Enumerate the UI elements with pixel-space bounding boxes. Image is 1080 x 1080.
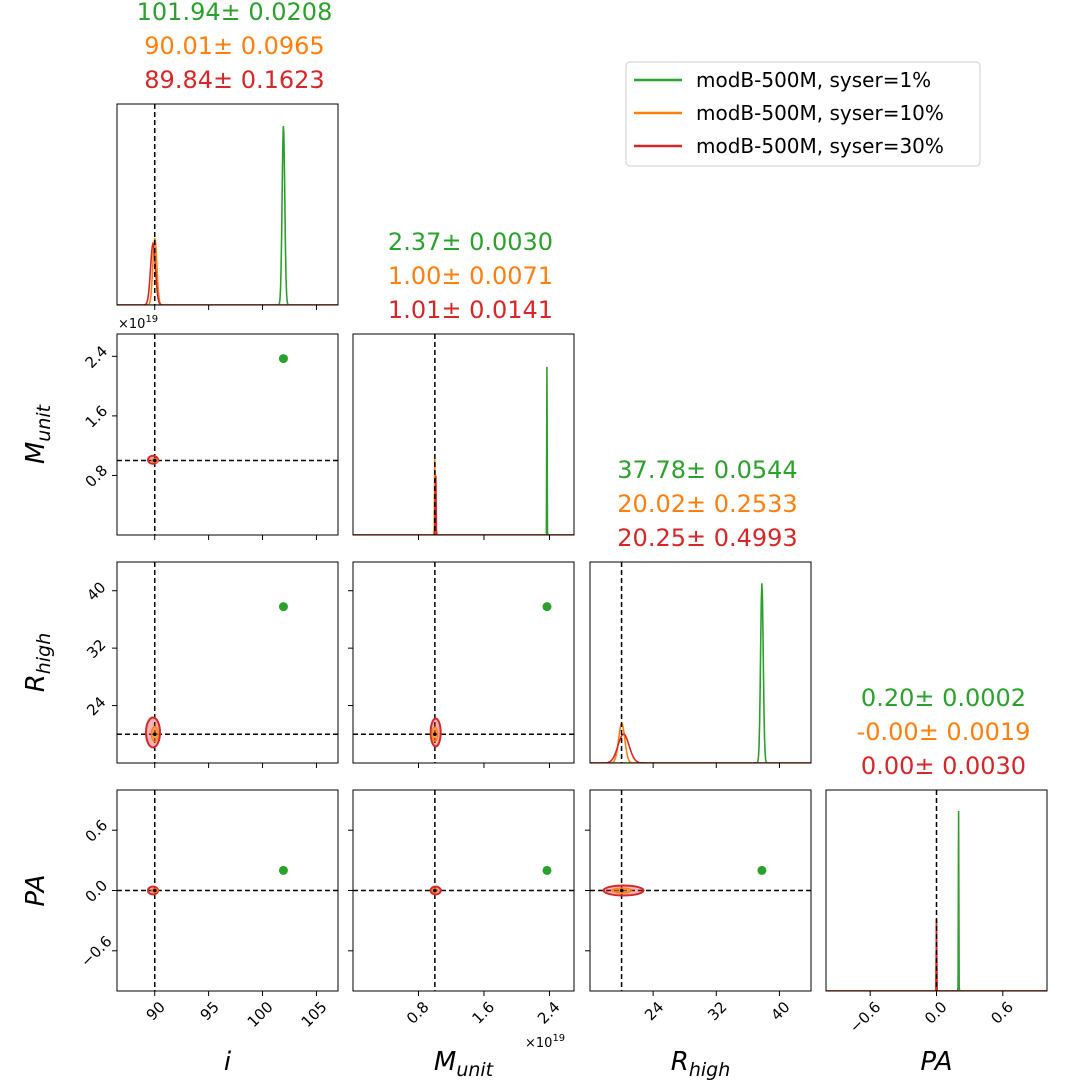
legend: modB-500M, syser=1% modB-500M, syser=10%… xyxy=(625,61,981,167)
x-axis-label-i: i xyxy=(224,1047,232,1077)
y-axis-label-Rhigh: Rhigh xyxy=(21,633,55,693)
title-Rhigh-1: 20.02± 0.2533 xyxy=(617,490,797,518)
x-tick-label-Munit: 0.8 xyxy=(403,998,433,1028)
y-tick-label-Munit: 0.8 xyxy=(82,461,112,491)
histogram-Rhigh-1 xyxy=(590,722,811,763)
center-dot-Rhigh-Munit xyxy=(433,732,437,736)
panel-Rhigh-Rhigh: 37.78± 0.0544 20.02± 0.2533 20.25± 0.4993 xyxy=(589,456,812,768)
x-tick-label-i: 105 xyxy=(298,998,331,1031)
x-tick-label-Rhigh: 32 xyxy=(704,998,730,1024)
point-green-Rhigh-i xyxy=(278,602,288,612)
title-PA-2: 0.00± 0.0030 xyxy=(861,752,1026,780)
title-i-2: 89.84± 0.1623 xyxy=(144,66,324,94)
histogram-Munit-1 xyxy=(353,459,574,535)
x-axis-label-Rhigh: Rhigh xyxy=(671,1047,731,1080)
title-PA-0: 0.20± 0.0002 xyxy=(861,684,1026,712)
panel-frame xyxy=(352,561,575,764)
panel-PA-i: 90 95 100 105 −0.6 0.0 0.6 xyxy=(77,789,339,1031)
x-tick-label-Munit: 2.4 xyxy=(534,998,564,1028)
x-tick-label-Munit: 1.6 xyxy=(469,998,499,1028)
panel-content xyxy=(117,334,338,535)
panel-frame xyxy=(116,333,339,536)
legend-label-syser10: modB-500M, syser=10% xyxy=(696,101,944,125)
point-green-Munit-i xyxy=(278,354,288,364)
panel-frame xyxy=(116,561,339,764)
y-axis-label-Munit: Munit xyxy=(21,403,55,464)
y-tick-label-Rhigh: 32 xyxy=(83,636,109,662)
x-tick-label-i: 90 xyxy=(143,998,169,1024)
panel-content xyxy=(590,562,811,763)
y-tick-label-PA: −0.6 xyxy=(77,932,115,970)
panel-Munit-i: 0.8 1.6 2.4 xyxy=(82,333,339,540)
panel-content xyxy=(117,790,338,991)
title-i-0: 101.94± 0.0208 xyxy=(137,0,333,26)
y-tick-label-Rhigh: 40 xyxy=(83,578,109,604)
panel-Munit-Munit: 2.37± 0.0030 1.00± 0.0071 1.01± 0.0141 xyxy=(352,228,575,540)
title-Munit-2: 1.01± 0.0141 xyxy=(388,296,553,324)
y-tick-label-PA: 0.0 xyxy=(82,876,112,906)
y-tick-label-Munit: 1.6 xyxy=(82,402,112,432)
title-PA-1: -0.00± 0.0019 xyxy=(857,718,1031,746)
x-tick-label-Rhigh: 24 xyxy=(641,998,667,1024)
x-axis-label-PA: PA xyxy=(920,1047,952,1077)
panel-content xyxy=(353,562,574,763)
x-tick-label-PA: −0.6 xyxy=(846,998,884,1036)
histogram-Munit-0 xyxy=(353,366,574,535)
x-axis-label-Munit: Munit xyxy=(434,1047,495,1080)
center-dot-PA-Munit xyxy=(433,888,437,893)
x-tick-label-Rhigh: 40 xyxy=(767,998,793,1024)
panel-content xyxy=(117,104,338,305)
panel-content xyxy=(117,562,338,763)
panel-content xyxy=(353,790,574,991)
panel-i-i: 101.94± 0.0208 90.01± 0.0965 89.84± 0.1623 xyxy=(116,0,339,310)
panel-content xyxy=(353,334,574,535)
title-Munit-1: 1.00± 0.0071 xyxy=(388,262,553,290)
legend-frame xyxy=(625,61,981,167)
panel-Rhigh-i: 24 32 40 xyxy=(83,561,339,768)
histogram-Rhigh-2 xyxy=(590,733,811,763)
histogram-Munit-2 xyxy=(353,475,574,535)
point-green-PA-Munit xyxy=(542,865,552,875)
title-Rhigh-0: 37.78± 0.0544 xyxy=(617,456,797,484)
center-dot-Munit-i xyxy=(153,458,157,463)
title-i-1: 90.01± 0.0965 xyxy=(144,32,324,60)
point-green-PA-Rhigh xyxy=(757,865,767,875)
x-tick-label-PA: 0.6 xyxy=(987,998,1017,1028)
histogram-Rhigh-0 xyxy=(590,583,811,763)
point-green-Rhigh-Munit xyxy=(542,602,552,612)
y-tick-label-Rhigh: 24 xyxy=(83,693,109,719)
legend-label-syser30: modB-500M, syser=30% xyxy=(696,134,944,158)
center-dot-PA-Rhigh xyxy=(619,888,624,893)
histogram-i-2 xyxy=(117,241,338,305)
y-tick-label-Munit: 2.4 xyxy=(82,342,112,372)
y-tick-label-PA: 0.6 xyxy=(82,816,112,846)
x-tick-label-PA: 0.0 xyxy=(921,998,951,1028)
point-green-PA-i xyxy=(278,865,288,875)
sci-offset-munit-y: ×1019 xyxy=(118,314,158,332)
sci-offset-munit-x: ×1019 xyxy=(525,1033,565,1051)
legend-label-syser1: modB-500M, syser=1% xyxy=(696,68,931,92)
y-axis-label-PA: PA xyxy=(21,874,51,906)
panel-content xyxy=(590,790,811,991)
panel-PA-Rhigh: 24 32 40 xyxy=(585,789,812,1024)
center-dot-Rhigh-i xyxy=(153,732,157,736)
panel-frame xyxy=(352,333,575,536)
x-tick-label-i: 95 xyxy=(197,998,223,1024)
panel-Rhigh-Munit xyxy=(348,561,575,768)
panels-layer: 101.94± 0.0208 90.01± 0.0965 89.84± 0.1623… xyxy=(21,0,1048,1080)
x-tick-label-i: 100 xyxy=(244,998,277,1031)
panel-frame xyxy=(116,103,339,306)
title-Rhigh-2: 20.25± 0.4993 xyxy=(617,524,797,552)
panel-PA-PA: 0.20± 0.0002 -0.00± 0.0019 0.00± 0.0030 −0.… xyxy=(825,684,1048,1036)
title-Munit-0: 2.37± 0.0030 xyxy=(388,228,553,256)
panel-PA-Munit: 0.8 1.6 2.4 xyxy=(348,789,575,1028)
panel-frame xyxy=(589,561,812,764)
center-dot-PA-i xyxy=(153,888,157,893)
panel-content xyxy=(826,790,1047,991)
